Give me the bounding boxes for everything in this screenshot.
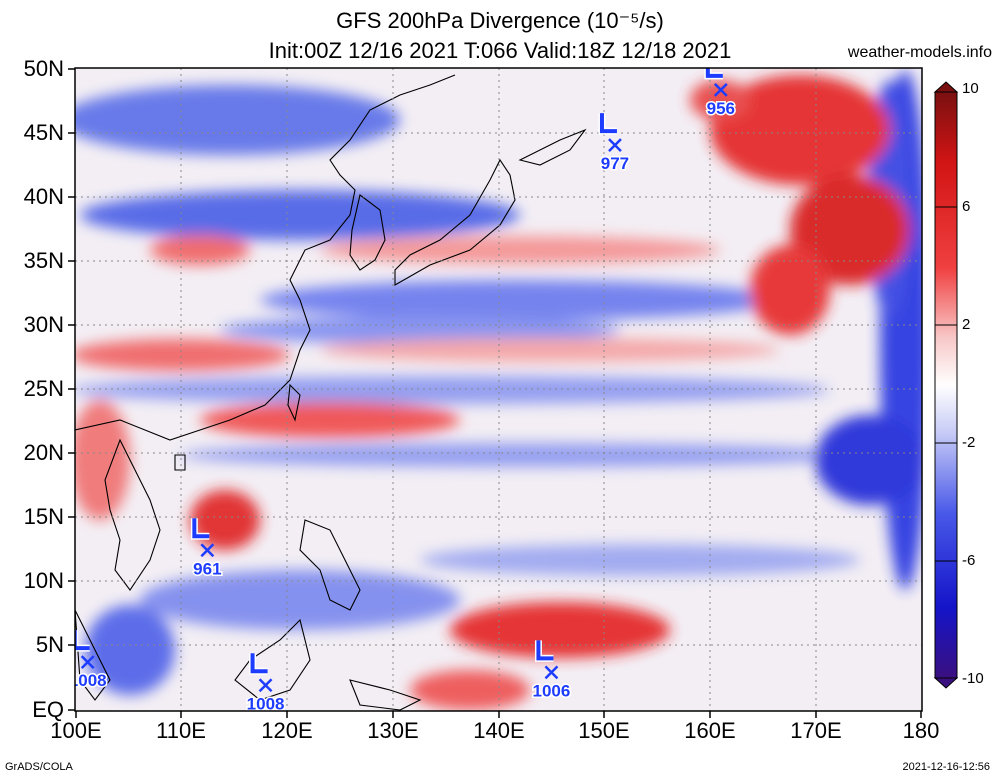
- graticule: [75, 68, 922, 711]
- lon-label-170e: 170E: [790, 718, 842, 743]
- lon-label-100e: 100E: [50, 718, 102, 743]
- low-marker-956: 956: [704, 68, 737, 119]
- low-pressure-value: 977: [601, 154, 629, 173]
- lon-label-180: 180: [902, 718, 940, 743]
- colorbar-label-neg2: -2: [962, 434, 976, 451]
- colorbar-label-10: 10: [962, 80, 979, 97]
- low-letter: [192, 518, 210, 539]
- lat-label-15n: 15N: [23, 504, 64, 529]
- low-pressure-value: 1008: [247, 694, 285, 713]
- colorbar-label-2: 2: [962, 316, 971, 333]
- low-pressure-value: 961: [193, 559, 221, 578]
- lat-label-50n: 50N: [23, 56, 64, 81]
- low-letter: [536, 640, 554, 661]
- low-marker-961: 961: [190, 518, 223, 580]
- low-letter: [599, 113, 617, 134]
- colorbar-label-neg10: -10: [962, 670, 984, 687]
- low-letter: [75, 630, 90, 651]
- lat-label-40n: 40N: [23, 184, 64, 209]
- low-pressure-value: 1008: [69, 671, 107, 690]
- low-marker-1008: 1008: [245, 653, 286, 713]
- low-markers: 956 977 961 1008 1008 1006: [69, 68, 737, 713]
- lat-label-eq: EQ: [32, 697, 64, 722]
- colorbar: [933, 81, 959, 689]
- low-center-cross: [608, 138, 622, 153]
- map-title: GFS 200hPa Divergence (10⁻⁵/s): [336, 8, 664, 33]
- colorbar-label-6: 6: [962, 198, 971, 215]
- lat-label-10n: 10N: [23, 568, 64, 593]
- map-subtitle: Init:00Z 12/16 2021 T:066 Valid:18Z 12/1…: [268, 38, 732, 63]
- coastlines: [75, 74, 587, 711]
- colorbar-label-neg6: -6: [962, 552, 976, 569]
- divergence-field: 956 977 961 1008 1008 1006: [69, 68, 922, 713]
- lon-label-130e: 130E: [367, 718, 419, 743]
- low-letter: [705, 68, 723, 78]
- footer-timestamp: 2021-12-16-12:56: [902, 761, 990, 773]
- lat-label-25n: 25N: [23, 376, 64, 401]
- lat-label-45n: 45N: [23, 120, 64, 145]
- low-marker-977: 977: [598, 113, 631, 175]
- lat-label-35n: 35N: [23, 248, 64, 273]
- low-center-cross: [80, 655, 95, 670]
- low-pressure-value: 1006: [533, 681, 571, 700]
- site-label: weather-models.info: [847, 44, 992, 61]
- low-center-cross: [258, 678, 273, 693]
- lon-label-150e: 150E: [578, 718, 630, 743]
- low-center-cross: [544, 665, 559, 680]
- lon-label-120e: 120E: [261, 718, 313, 743]
- lat-label-5n: 5N: [35, 632, 64, 657]
- lon-label-160e: 160E: [684, 718, 736, 743]
- low-letter: [250, 653, 268, 674]
- lat-label-20n: 20N: [23, 440, 64, 465]
- low-center-cross: [713, 82, 728, 97]
- lon-label-110e: 110E: [156, 718, 206, 743]
- footer-software: GrADS/COLA: [5, 761, 73, 773]
- low-marker-1008: 1008: [69, 630, 108, 692]
- low-center-cross: [200, 543, 215, 558]
- lon-label-140e: 140E: [473, 718, 525, 743]
- axis-ticks: [68, 68, 922, 718]
- low-pressure-value: 956: [707, 99, 735, 118]
- lat-label-30n: 30N: [23, 312, 64, 337]
- low-marker-1006: 1006: [531, 640, 572, 702]
